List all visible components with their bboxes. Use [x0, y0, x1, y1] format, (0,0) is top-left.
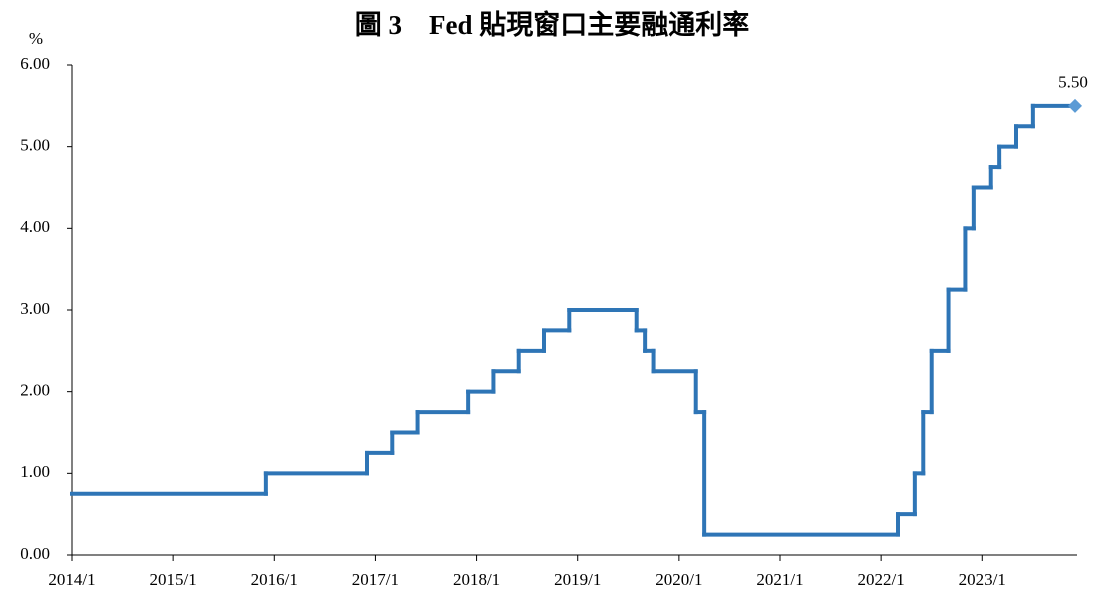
y-tick-label: 4.00	[20, 217, 50, 236]
x-tick-label: 2020/1	[655, 570, 702, 589]
data-label: 5.50	[1058, 73, 1088, 92]
x-tick-label: 2021/1	[756, 570, 803, 589]
x-tick-label: 2023/1	[959, 570, 1006, 589]
x-tick-label: 2016/1	[251, 570, 298, 589]
x-tick-label: 2019/1	[554, 570, 601, 589]
chart-title: 圖 3 Fed 貼現窗口主要融通利率	[355, 9, 750, 40]
end-marker	[1068, 98, 1082, 113]
y-tick-label: 1.00	[20, 462, 50, 481]
y-tick-label: 0.00	[20, 544, 50, 563]
y-tick-label: 6.00	[20, 54, 50, 73]
y-tick-label: 5.00	[20, 136, 50, 155]
x-tick-label: 2014/1	[48, 570, 95, 589]
y-tick-label: 3.00	[20, 299, 50, 318]
x-tick-label: 2018/1	[453, 570, 500, 589]
y-tick-label: 2.00	[20, 381, 50, 400]
x-tick-label: 2022/1	[858, 570, 905, 589]
y-axis-unit: %	[29, 29, 43, 48]
x-tick-label: 2017/1	[352, 570, 399, 589]
x-tick-label: 2015/1	[150, 570, 197, 589]
